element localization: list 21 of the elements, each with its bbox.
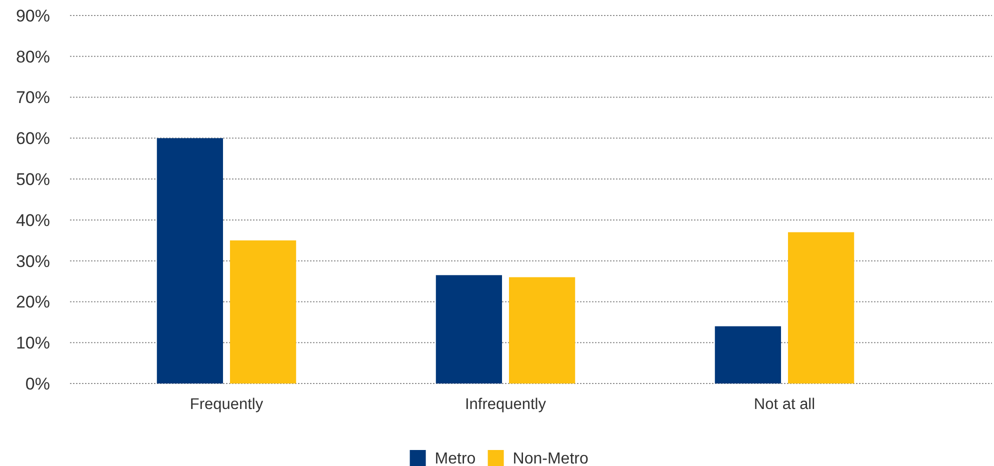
y-tick-label: 90%	[16, 6, 50, 26]
y-tick-label: 10%	[16, 334, 50, 353]
bar	[714, 326, 782, 384]
bar	[230, 240, 296, 384]
y-tick-label: 40%	[16, 210, 50, 230]
legend-label: Non-Metro	[512, 450, 588, 466]
x-tick-label: Frequently	[190, 396, 264, 413]
legend-label: Metro	[434, 450, 476, 466]
y-tick-label: 30%	[16, 252, 50, 271]
x-tick-label: Infrequently	[465, 396, 546, 413]
y-tick-label: 80%	[16, 47, 50, 66]
y-tick-label: 50%	[16, 170, 50, 190]
bar	[436, 275, 502, 384]
y-tick-label: 70%	[16, 88, 50, 108]
x-tick-label: Not at all	[754, 396, 816, 413]
bar	[788, 232, 854, 384]
y-tick-label: 0%	[25, 374, 50, 394]
y-tick-label: 20%	[16, 292, 50, 312]
y-tick-label: 60%	[16, 129, 50, 148]
bar	[508, 277, 576, 384]
bar	[156, 138, 224, 384]
